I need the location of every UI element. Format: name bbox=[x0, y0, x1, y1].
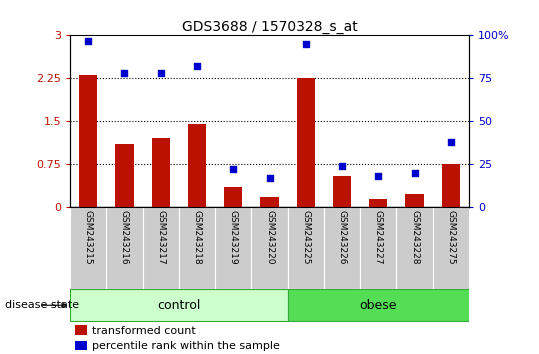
Title: GDS3688 / 1570328_s_at: GDS3688 / 1570328_s_at bbox=[182, 21, 357, 34]
Bar bbox=[288, 207, 324, 289]
Bar bbox=[224, 187, 243, 207]
Bar bbox=[288, 289, 469, 321]
Point bbox=[410, 170, 419, 176]
Bar bbox=[405, 194, 424, 207]
Bar bbox=[260, 197, 279, 207]
Bar bbox=[442, 164, 460, 207]
Bar bbox=[324, 207, 360, 289]
Text: disease state: disease state bbox=[5, 300, 80, 310]
Bar bbox=[70, 207, 106, 289]
Text: GSM243217: GSM243217 bbox=[156, 210, 165, 265]
Bar bbox=[396, 207, 433, 289]
Text: percentile rank within the sample: percentile rank within the sample bbox=[92, 341, 280, 351]
Point bbox=[120, 70, 129, 76]
Bar bbox=[333, 176, 351, 207]
Point bbox=[301, 41, 310, 47]
Point bbox=[338, 163, 347, 169]
Text: GSM243225: GSM243225 bbox=[301, 210, 310, 265]
Text: GSM243275: GSM243275 bbox=[446, 210, 455, 265]
Text: GSM243219: GSM243219 bbox=[229, 210, 238, 265]
Text: transformed count: transformed count bbox=[92, 326, 195, 336]
Bar bbox=[360, 207, 396, 289]
Text: GSM243215: GSM243215 bbox=[84, 210, 93, 265]
Text: control: control bbox=[157, 299, 201, 312]
Point bbox=[229, 166, 238, 172]
Bar bbox=[179, 207, 215, 289]
Bar bbox=[296, 78, 315, 207]
Text: GSM243218: GSM243218 bbox=[192, 210, 202, 265]
Bar bbox=[251, 207, 288, 289]
Bar bbox=[188, 124, 206, 207]
Text: GSM243226: GSM243226 bbox=[337, 210, 347, 265]
Text: GSM243220: GSM243220 bbox=[265, 210, 274, 265]
Bar bbox=[106, 207, 143, 289]
Point bbox=[446, 139, 455, 145]
Bar bbox=[151, 138, 170, 207]
Bar bbox=[143, 207, 179, 289]
Point bbox=[374, 173, 383, 179]
Bar bbox=[369, 199, 388, 207]
Bar bbox=[79, 75, 97, 207]
Point bbox=[265, 175, 274, 181]
Text: GSM243227: GSM243227 bbox=[374, 210, 383, 265]
Bar bbox=[115, 144, 134, 207]
Bar bbox=[215, 207, 251, 289]
Point bbox=[192, 63, 201, 69]
Text: GSM243216: GSM243216 bbox=[120, 210, 129, 265]
Text: GSM243228: GSM243228 bbox=[410, 210, 419, 265]
Bar bbox=[433, 207, 469, 289]
Point bbox=[84, 38, 93, 44]
Point bbox=[156, 70, 165, 76]
Text: obese: obese bbox=[360, 299, 397, 312]
Bar bbox=[70, 289, 288, 321]
